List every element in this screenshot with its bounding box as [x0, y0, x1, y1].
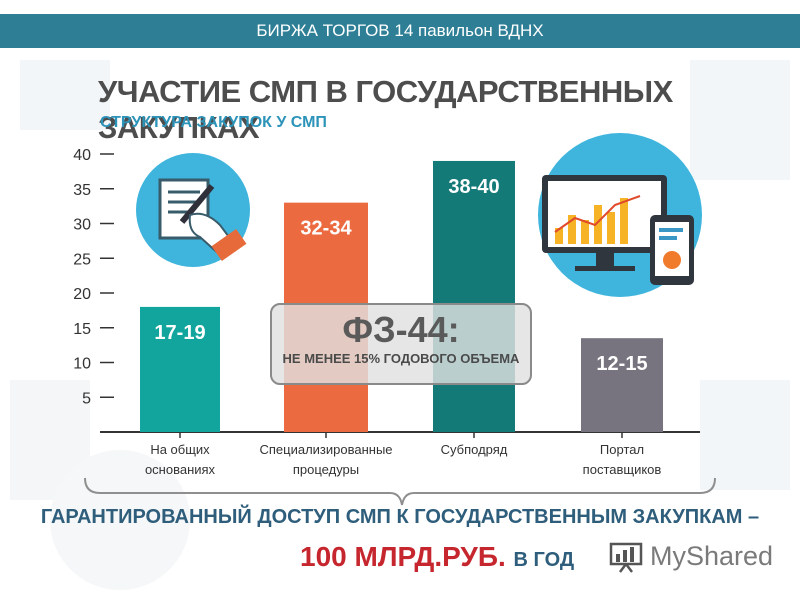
page-subtitle: СТРУКТУРА ЗАКУПОК У СМП	[100, 114, 327, 131]
footer-amount: 100 МЛРД.РУБ.	[300, 541, 506, 572]
bar-value-label: 32-34	[300, 218, 352, 240]
y-tick-label: 10	[73, 356, 91, 373]
y-tick-label: 5	[82, 390, 91, 407]
header-banner: БИРЖА ТОРГОВ 14 павильон ВДНХ	[0, 14, 800, 48]
footer-line-1: ГАРАНТИРОВАННЫЙ ДОСТУП СМП К ГОСУДАРСТВЕ…	[40, 506, 760, 528]
x-category-label: процедуры	[293, 462, 359, 477]
logo-text: MyShared	[650, 540, 774, 571]
footer-line-2: 100 МЛРД.РУБ. В ГОД	[300, 541, 574, 573]
banner-text: БИРЖА ТОРГОВ 14 павильон ВДНХ	[256, 21, 544, 40]
footer-suffix: В ГОД	[513, 549, 575, 571]
document-signing-icon	[136, 153, 250, 267]
bar-value-label: 17-19	[154, 322, 205, 344]
y-tick-label: 30	[73, 217, 91, 234]
y-tick-label: 40	[73, 147, 91, 164]
x-category-label: На общих	[150, 442, 210, 457]
bar-1	[140, 306, 220, 432]
page-title: УЧАСТИЕ СМП В ГОСУДАРСТВЕННЫХ ЗАКУПКАХ	[98, 74, 673, 145]
grouping-brace	[84, 477, 716, 506]
bar-value-label: 38-40	[448, 176, 499, 198]
bar-3	[433, 160, 515, 432]
analytics-dashboard-icon	[538, 133, 702, 297]
y-tick-label: 25	[73, 251, 91, 268]
y-tick-label: 20	[73, 286, 91, 303]
x-category-label: основаниях	[145, 462, 216, 477]
x-category-label: поставщиков	[583, 462, 662, 477]
x-axis-labels: На общих основаниях Специализированные проц…	[145, 432, 661, 477]
x-category-label: Портал	[600, 442, 644, 457]
x-category-label: Субподряд	[441, 442, 508, 457]
law-callout-box: ФЗ-44: НЕ МЕНЕЕ 15% ГОДОВОГО ОБЪЕМА	[270, 303, 532, 385]
callout-title: ФЗ-44:	[342, 309, 460, 350]
y-tick-label: 15	[73, 321, 91, 338]
bar-value-label: 12-15	[596, 353, 647, 375]
y-tick-label: 35	[73, 182, 91, 199]
presentation-board-icon	[609, 542, 643, 573]
callout-text: НЕ МЕНЕЕ 15% ГОДОВОГО ОБЪЕМА	[282, 351, 520, 366]
bar-4	[581, 338, 663, 432]
x-category-label: Специализированные	[259, 442, 392, 457]
myshared-logo: MyShared	[608, 538, 773, 574]
